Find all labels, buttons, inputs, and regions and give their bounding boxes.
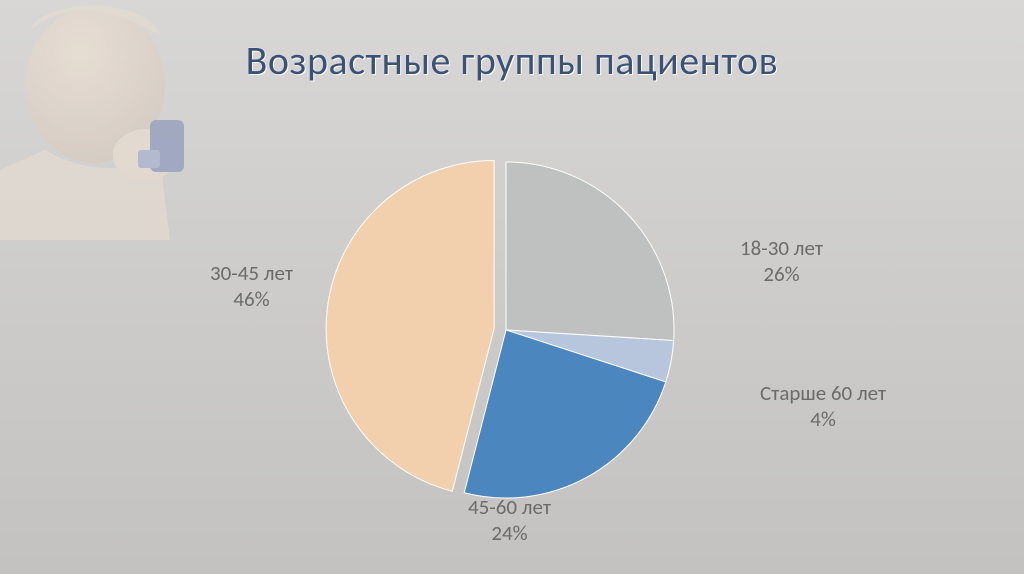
slice-label-percent: 4% (760, 406, 886, 432)
pie-slice (506, 162, 674, 341)
slice-label: 18-30 лет26% (740, 235, 823, 288)
slice-label-name: 18-30 лет (740, 235, 823, 261)
pie-chart: 18-30 лет26% Старше 60 лет4% 45-60 лет24% 3… (0, 0, 1024, 574)
slice-label-name: Старше 60 лет (760, 380, 886, 406)
slice-label-name: 30-45 лет (210, 260, 293, 286)
slice-label-name: 45-60 лет (468, 494, 551, 520)
slice-label: Старше 60 лет4% (760, 380, 886, 433)
slice-label-percent: 24% (468, 520, 551, 546)
slice-label-percent: 46% (210, 286, 293, 312)
slice-label: 45-60 лет24% (468, 494, 551, 547)
pie-slice (326, 160, 494, 491)
pie-svg (0, 0, 1024, 574)
slice-label: 30-45 лет46% (210, 260, 293, 313)
slide: Возрастные группы пациентов 18-30 лет26%… (0, 0, 1024, 574)
slice-label-percent: 26% (740, 261, 823, 287)
